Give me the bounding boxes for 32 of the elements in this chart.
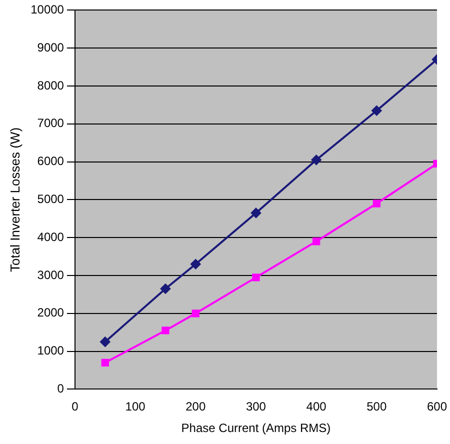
y-tick-label: 0 xyxy=(57,382,64,396)
y-tick-label: 6000 xyxy=(37,154,64,168)
y-tick-label: 7000 xyxy=(37,116,64,130)
y-axis-title: Total Inverter Losses (W) xyxy=(7,127,22,272)
x-tick-label: 500 xyxy=(366,400,387,414)
point xyxy=(372,200,380,208)
y-tick-label: 8000 xyxy=(37,78,64,92)
x-tick-label: 400 xyxy=(306,400,327,414)
point xyxy=(252,274,260,282)
point xyxy=(311,154,322,165)
x-tick-label: 200 xyxy=(186,400,206,414)
x-tick-label: 0 xyxy=(72,400,79,414)
y-tick-label: 3000 xyxy=(37,268,64,282)
point xyxy=(101,358,109,366)
point xyxy=(160,284,170,294)
point xyxy=(312,238,320,246)
y-tick-label: 4000 xyxy=(37,230,64,244)
x-tick-label: 600 xyxy=(426,400,448,414)
point xyxy=(190,259,201,270)
x-axis-title: Phase Current (Amps RMS) xyxy=(181,421,331,436)
point xyxy=(162,326,170,334)
y-tick-label: 9000 xyxy=(37,40,64,54)
y-tick-label: 10000 xyxy=(30,2,64,17)
point xyxy=(372,106,382,116)
y-tick-label: 5000 xyxy=(37,192,64,206)
y-tick-label: 2000 xyxy=(37,306,64,320)
point xyxy=(250,208,261,218)
x-tick-label: 100 xyxy=(125,400,146,414)
point xyxy=(192,310,200,318)
y-tick-label: 1000 xyxy=(37,344,64,358)
x-tick-label: 300 xyxy=(246,400,266,414)
point xyxy=(100,336,110,347)
